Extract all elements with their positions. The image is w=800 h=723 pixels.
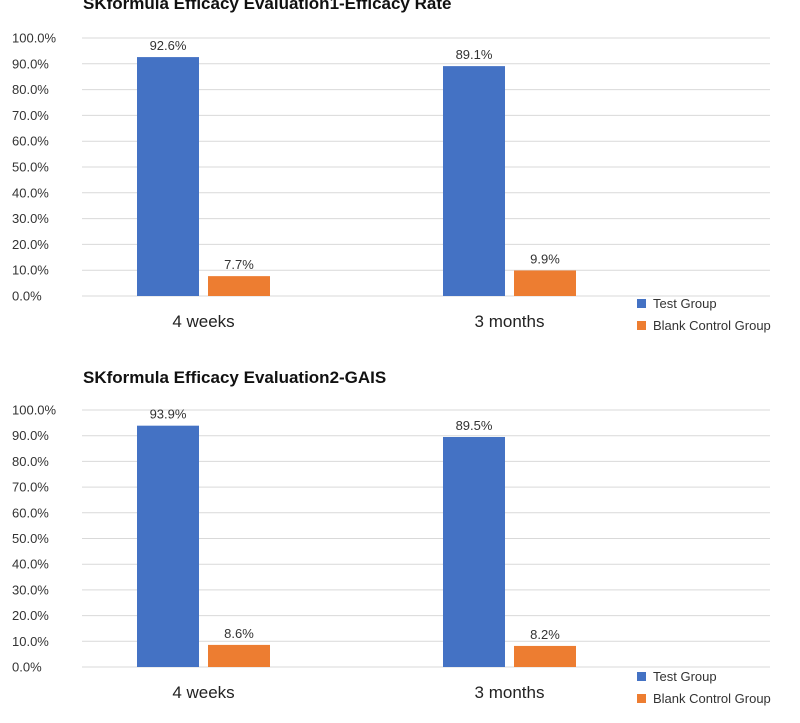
bar-blank-control-group-3-months [514, 645, 576, 667]
y-tick-label: 90.0% [12, 56, 49, 71]
legend-swatch-test-group [637, 299, 646, 308]
y-tick-label: 70.0% [12, 108, 49, 123]
legend-swatch-blank-control-group [637, 321, 646, 330]
gais-plot: 0.0% 10.0% 20.0% 30.0% 40.0% 50.0% 60.0% 70.0% 8… [12, 403, 771, 707]
y-tick-label: 20.0% [12, 237, 49, 252]
y-tick-label: 0.0% [12, 289, 42, 304]
bar-test-group-3-months [443, 66, 505, 296]
gais-chart: SKformula Efficacy Evaluation2-GAIS 0.0%… [0, 365, 800, 723]
x-category-label: 4 weeks [172, 683, 234, 702]
y-tick-label: 100.0% [12, 31, 57, 46]
legend-swatch-test-group [637, 672, 646, 681]
y-tick-label: 90.0% [12, 428, 49, 443]
y-tick-label: 30.0% [12, 211, 49, 226]
data-label: 8.6% [224, 626, 254, 641]
y-tick-label: 10.0% [12, 263, 49, 278]
bar-blank-control-group-4-weeks [208, 644, 270, 667]
data-label: 89.5% [456, 418, 493, 433]
y-tick-label: 50.0% [12, 531, 49, 546]
efficacy-rate-plot: 0.0% 10.0% 20.0% 30.0% 40.0% 50.0% 60.0% 70.0% 8… [12, 31, 771, 334]
bar-test-group-4-weeks [137, 57, 199, 297]
y-tick-label: 40.0% [12, 185, 49, 200]
data-label: 92.6% [150, 38, 187, 53]
chart-title: SKformula Efficacy Evaluation2-GAIS [83, 368, 387, 387]
x-category-label: 4 weeks [172, 312, 234, 331]
legend-label: Blank Control Group [653, 691, 771, 706]
bar-blank-control-group-4-weeks [208, 276, 270, 296]
y-tick-label: 60.0% [12, 505, 49, 520]
y-tick-label: 50.0% [12, 160, 49, 175]
data-label: 7.7% [224, 257, 254, 272]
y-tick-label: 30.0% [12, 582, 49, 597]
y-tick-label: 40.0% [12, 557, 49, 572]
data-label: 9.9% [530, 251, 560, 266]
data-label: 8.2% [530, 627, 560, 642]
chart-title: SKformula Efficacy Evaluation1-Efficacy … [83, 0, 452, 13]
data-label: 93.9% [150, 407, 187, 422]
legend-label: Blank Control Group [653, 318, 771, 333]
y-tick-label: 20.0% [12, 608, 49, 623]
y-tick-label: 100.0% [12, 403, 57, 418]
y-tick-label: 80.0% [12, 454, 49, 469]
y-tick-label: 60.0% [12, 134, 49, 149]
y-tick-label: 0.0% [12, 660, 42, 675]
y-tick-label: 80.0% [12, 82, 49, 97]
legend-swatch-blank-control-group [637, 694, 646, 703]
legend-label: Test Group [653, 296, 717, 311]
y-tick-label: 10.0% [12, 634, 49, 649]
bar-test-group-3-months [443, 436, 505, 667]
x-category-label: 3 months [475, 312, 545, 331]
x-category-label: 3 months [475, 683, 545, 702]
legend-label: Test Group [653, 669, 717, 684]
data-label: 89.1% [456, 47, 493, 62]
bar-test-group-4-weeks [137, 425, 199, 667]
bar-blank-control-group-3-months [514, 270, 576, 296]
efficacy-rate-chart: SKformula Efficacy Evaluation1-Efficacy … [0, 0, 800, 350]
y-tick-label: 70.0% [12, 480, 49, 495]
